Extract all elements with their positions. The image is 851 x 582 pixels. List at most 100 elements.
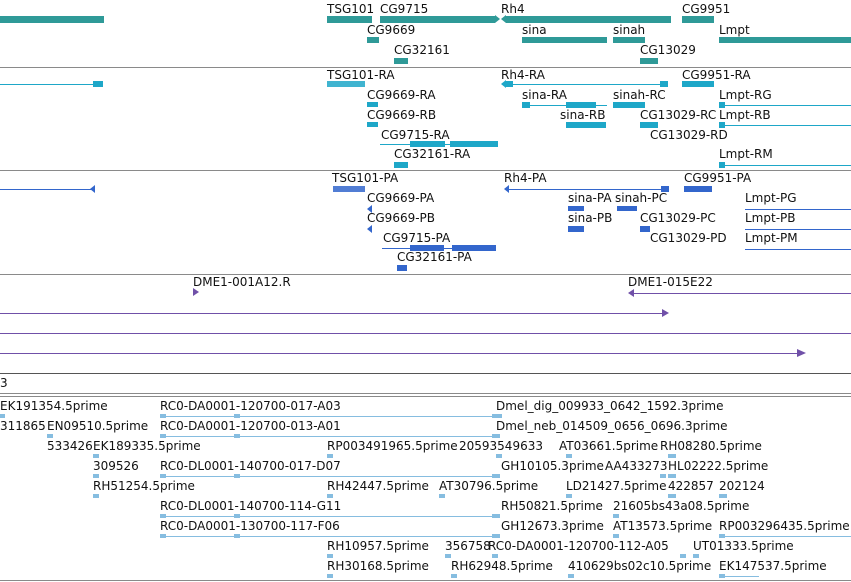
est-feature[interactable] [693, 554, 699, 558]
est-label[interactable]: EN09510.5prime [47, 419, 149, 433]
transcript-label-sinah-rc[interactable]: sinah-RC [613, 88, 666, 102]
est-feature[interactable] [445, 554, 451, 558]
protein-feature-cg13029-pc[interactable] [640, 226, 650, 232]
protein-label-lmpt-pm[interactable]: Lmpt-PM [745, 231, 798, 245]
est-label[interactable]: AA433273 [605, 459, 668, 473]
protein-feature[interactable] [410, 245, 444, 251]
protein-feature-sinah-pc[interactable] [617, 206, 637, 211]
gene-feature[interactable] [0, 16, 104, 23]
est-label[interactable]: RH08280.5prime [660, 439, 762, 453]
est-label[interactable]: RP003491965.5prime [327, 439, 458, 453]
est-label[interactable]: HL02222.5prime [668, 459, 769, 473]
est-feature[interactable] [439, 494, 445, 498]
transcript-exon[interactable] [719, 102, 725, 108]
protein-label-sina-pa[interactable]: sina-PA [568, 191, 612, 205]
protein-label-cg32161-pa[interactable]: CG32161-PA [397, 250, 472, 264]
clone-label-dme1-015e22[interactable]: DME1-015E22 [628, 275, 713, 289]
est-feature[interactable] [93, 454, 99, 458]
est-feature[interactable] [451, 574, 457, 578]
est-label[interactable]: Dmel_dig_009933_0642_1592.3prime [496, 399, 724, 413]
protein-feature-sina-pb[interactable] [568, 226, 584, 232]
clone-line[interactable] [633, 293, 851, 294]
transcript-label-sina-ra[interactable]: sina-RA [522, 88, 567, 102]
est-feature[interactable] [680, 554, 686, 558]
protein-feature[interactable] [452, 245, 496, 251]
est-label[interactable]: RC0-DA0001-120700-013-A01 [160, 419, 341, 433]
est-feature[interactable] [719, 494, 727, 498]
est-label[interactable]: AT13573.5prime [613, 519, 713, 533]
est-label[interactable]: LD21427.5prime [566, 479, 667, 493]
transcript-label-cg9951-ra[interactable]: CG9951-RA [682, 68, 751, 82]
protein-label-cg13029-pc[interactable]: CG13029-PC [640, 211, 716, 225]
protein-label-cg9951-pa[interactable]: CG9951-PA [684, 171, 752, 185]
transcript-exon-sinah-rc[interactable] [613, 102, 645, 108]
est-feature[interactable] [234, 414, 240, 418]
est-feature[interactable] [668, 494, 676, 498]
transcript-label-cg13029-rc[interactable]: CG13029-RC [640, 108, 717, 122]
transcript-exon[interactable] [93, 81, 103, 87]
transcript-label-lmpt-rb[interactable]: Lmpt-RB [719, 108, 771, 122]
est-label[interactable]: AT03661.5prime [559, 439, 659, 453]
est-label[interactable]: RP003296435.5prime [719, 519, 850, 533]
est-label[interactable]: EK189335.5prime [93, 439, 201, 453]
gene-feature-cg13029[interactable] [640, 58, 658, 64]
transcript-label-sina-rb[interactable]: sina-RB [560, 108, 606, 122]
est-feature[interactable] [492, 474, 500, 478]
transcript-exon[interactable] [566, 102, 596, 108]
est-feature[interactable] [566, 454, 572, 458]
est-feature[interactable] [93, 494, 99, 498]
clone-label-dme1-001a12[interactable]: DME1-001A12.R [193, 275, 291, 289]
est-feature[interactable] [613, 534, 619, 538]
est-line[interactable] [160, 536, 500, 537]
est-label[interactable]: 202124 [719, 479, 765, 493]
est-feature[interactable] [719, 574, 725, 578]
est-feature[interactable] [327, 454, 333, 458]
est-label[interactable]: RH30168.5prime [327, 559, 429, 573]
est-feature[interactable] [160, 514, 166, 518]
est-feature[interactable] [160, 534, 166, 538]
protein-label-tsg101-pa[interactable]: TSG101-PA [332, 171, 399, 185]
clone-line[interactable] [0, 333, 851, 334]
est-label[interactable]: RH10957.5prime [327, 539, 429, 553]
est-feature[interactable] [0, 414, 5, 418]
est-line[interactable] [160, 476, 500, 477]
est-feature[interactable] [234, 534, 240, 538]
est-label[interactable]: RH50821.5prime [501, 499, 603, 513]
transcript-exon-cg13029-rc[interactable] [640, 122, 658, 128]
protein-label-cg9669-pa[interactable]: CG9669-PA [367, 191, 435, 205]
est-label[interactable]: EK147537.5prime [719, 559, 827, 573]
est-label[interactable]: 533426 [47, 439, 93, 453]
gene-feature-cg9951[interactable] [682, 16, 714, 23]
transcript-label-tsg101-ra[interactable]: TSG101-RA [327, 68, 395, 82]
gene-label-sinah[interactable]: sinah [613, 23, 646, 37]
est-feature[interactable] [668, 474, 676, 478]
est-line[interactable] [160, 516, 500, 517]
est-label[interactable]: 410629bs02c10.5prime [568, 559, 712, 573]
clone-arrow[interactable] [193, 288, 199, 296]
est-label[interactable]: GH12673.3prime [501, 519, 604, 533]
gene-label-rh4[interactable]: Rh4 [501, 2, 525, 16]
transcript-exon-tsg101-ra[interactable] [327, 81, 365, 87]
protein-label-rh4-pa[interactable]: Rh4-PA [504, 171, 547, 185]
transcript-exon[interactable] [719, 162, 725, 168]
est-feature[interactable] [660, 474, 666, 478]
protein-label-sinah-pc[interactable]: sinah-PC [615, 191, 668, 205]
transcript-exon[interactable] [450, 141, 498, 147]
est-label[interactable]: EK191354.5prime [0, 399, 108, 413]
transcript-exon-cg32161-ra[interactable] [394, 162, 408, 168]
transcript-exon[interactable] [410, 141, 445, 147]
est-feature[interactable] [234, 514, 240, 518]
protein-label-cg9669-pb[interactable]: CG9669-PB [367, 211, 436, 225]
gene-label-cg32161[interactable]: CG32161 [394, 43, 450, 57]
est-label[interactable]: Dmel_neb_014509_0656_0696.3prime [496, 419, 728, 433]
est-feature[interactable] [93, 474, 99, 478]
transcript-label-cg9715-ra[interactable]: CG9715-RA [381, 128, 450, 142]
est-feature[interactable] [719, 534, 725, 538]
clone-line[interactable] [0, 373, 851, 374]
est-feature[interactable] [327, 494, 333, 498]
est-feature[interactable] [160, 474, 166, 478]
protein-label-lmpt-pg[interactable]: Lmpt-PG [745, 191, 797, 205]
est-line[interactable] [160, 416, 500, 417]
gene-feature-cg9715[interactable] [380, 16, 495, 23]
est-feature[interactable] [613, 514, 619, 518]
